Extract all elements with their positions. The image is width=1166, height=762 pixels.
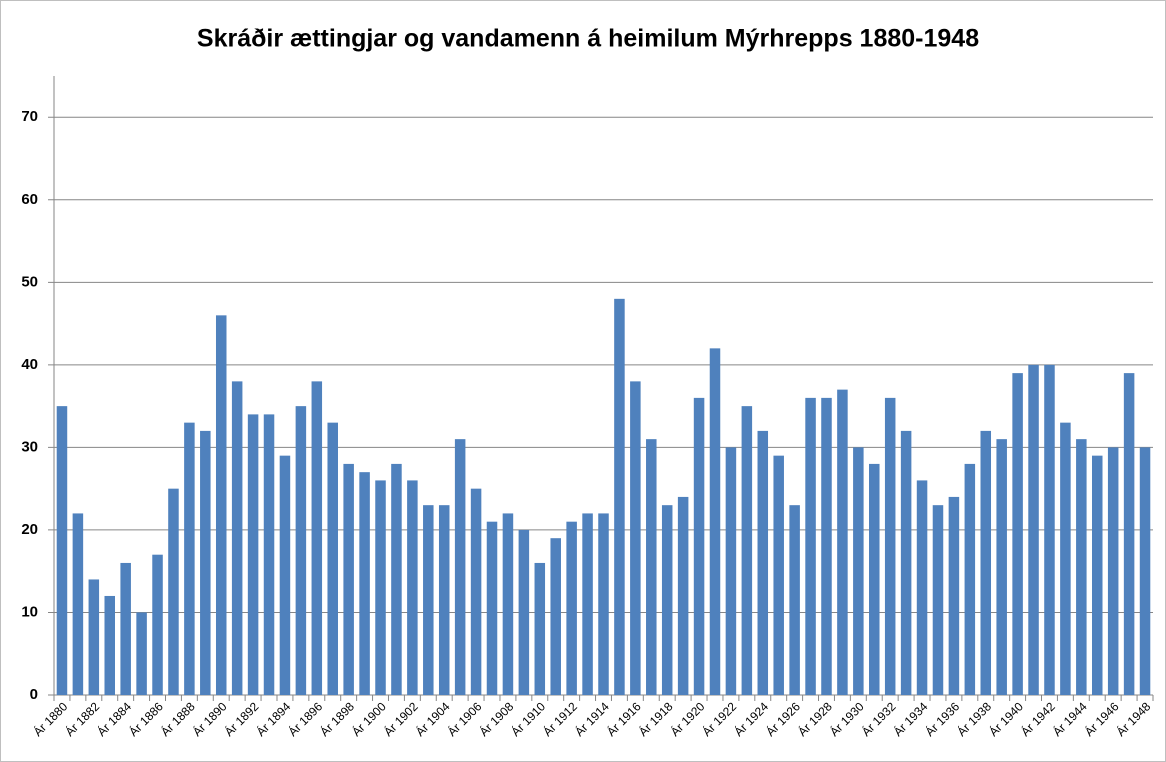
y-tick-label: 30 [21, 438, 38, 455]
bar [661, 505, 673, 695]
bar [104, 595, 116, 695]
bar [1076, 439, 1087, 695]
bar [295, 406, 307, 695]
y-tick-label: 20 [21, 521, 38, 538]
bar [709, 348, 721, 695]
bar [805, 397, 816, 695]
bar [136, 612, 147, 695]
bar [56, 406, 68, 695]
bar [120, 562, 131, 695]
bar [837, 389, 848, 695]
bar [1044, 364, 1055, 695]
bar [375, 480, 386, 695]
y-tick-label: 60 [21, 191, 38, 208]
bar [518, 529, 530, 695]
bar [152, 554, 163, 695]
bar [263, 414, 275, 695]
bar [725, 447, 737, 695]
bar [900, 430, 912, 695]
bar [821, 397, 832, 695]
bar [566, 521, 577, 695]
bar [215, 315, 227, 695]
bar [614, 298, 625, 695]
bar [279, 455, 291, 695]
bar [884, 397, 896, 695]
bar [1028, 364, 1039, 695]
bar [438, 505, 450, 695]
bar [1139, 447, 1151, 695]
bar [996, 439, 1007, 695]
bar [948, 496, 960, 695]
bar [964, 463, 976, 695]
bar [757, 430, 769, 695]
bar [677, 496, 689, 695]
y-tick-label: 10 [21, 603, 38, 620]
bar [1091, 455, 1103, 695]
bar [486, 521, 498, 695]
y-tick-label: 40 [21, 356, 38, 373]
bar [311, 381, 323, 695]
bar [359, 472, 370, 695]
bar [200, 430, 211, 695]
chart-title: Skráðir ættingjar og vandamenn á heimilu… [197, 25, 979, 53]
bar [1012, 373, 1023, 695]
bar [327, 422, 338, 695]
bar [693, 397, 705, 695]
bar [1123, 373, 1135, 695]
bar [1060, 422, 1071, 695]
y-tick-label: 0 [30, 686, 38, 703]
bar [646, 439, 657, 695]
bar [454, 439, 466, 695]
bar [247, 414, 259, 695]
bar [391, 463, 402, 695]
bar [407, 480, 418, 695]
bar [932, 505, 944, 695]
bar [231, 381, 243, 695]
bar [1107, 447, 1119, 695]
bar [598, 513, 609, 695]
bar [168, 488, 179, 695]
bar [980, 430, 992, 695]
bar [869, 463, 880, 695]
bar [502, 513, 514, 695]
bar [582, 513, 593, 695]
bar [741, 406, 753, 695]
bar [853, 447, 864, 695]
bar [184, 422, 195, 695]
bar [630, 381, 641, 695]
y-tick-label: 50 [21, 273, 38, 290]
bar [916, 480, 928, 695]
bar [534, 562, 546, 695]
bar [789, 505, 800, 695]
bar [550, 538, 561, 695]
bar [88, 579, 100, 695]
bar [423, 505, 434, 695]
bar [773, 455, 784, 695]
bar [343, 463, 354, 695]
bar [470, 488, 482, 695]
y-tick-label: 70 [21, 108, 38, 125]
bar [72, 513, 84, 695]
